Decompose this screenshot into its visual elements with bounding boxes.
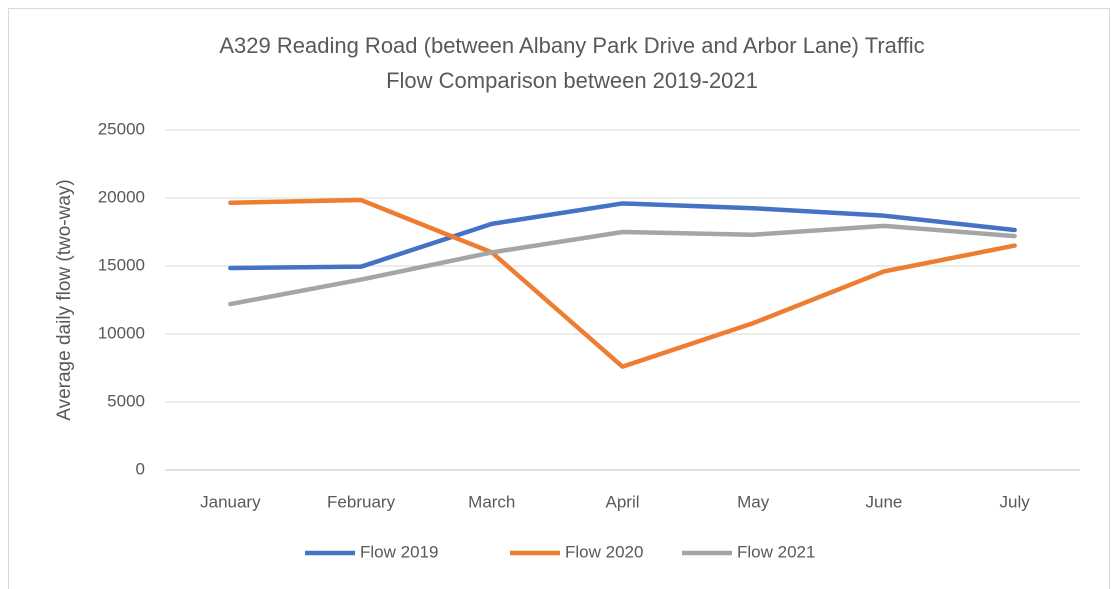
y-tick-label: 10000 xyxy=(98,323,145,342)
y-tick-label: 20000 xyxy=(98,187,145,206)
x-tick-label: February xyxy=(327,492,396,511)
y-tick-label: 25000 xyxy=(98,119,145,138)
legend-label: Flow 2020 xyxy=(565,542,643,561)
y-axis-label: Average daily flow (two-way) xyxy=(54,179,75,420)
x-tick-label: April xyxy=(605,492,639,511)
line-series xyxy=(228,201,1017,271)
x-tick-label: January xyxy=(200,492,261,511)
y-tick-label: 5000 xyxy=(107,391,145,410)
x-tick-label: May xyxy=(737,492,770,511)
line-series xyxy=(228,197,1017,369)
chart-title: A329 Reading Road (between Albany Park D… xyxy=(219,33,925,93)
legend-label: Flow 2021 xyxy=(737,542,815,561)
line-series xyxy=(228,223,1017,307)
y-tick-label: 0 xyxy=(136,459,145,478)
chart-frame xyxy=(8,8,1110,589)
x-tick-label: July xyxy=(1000,492,1031,511)
y-tick-label: 15000 xyxy=(98,255,145,274)
legend-label: Flow 2019 xyxy=(360,542,438,561)
x-tick-label: June xyxy=(865,492,902,511)
x-tick-label: March xyxy=(468,492,515,511)
